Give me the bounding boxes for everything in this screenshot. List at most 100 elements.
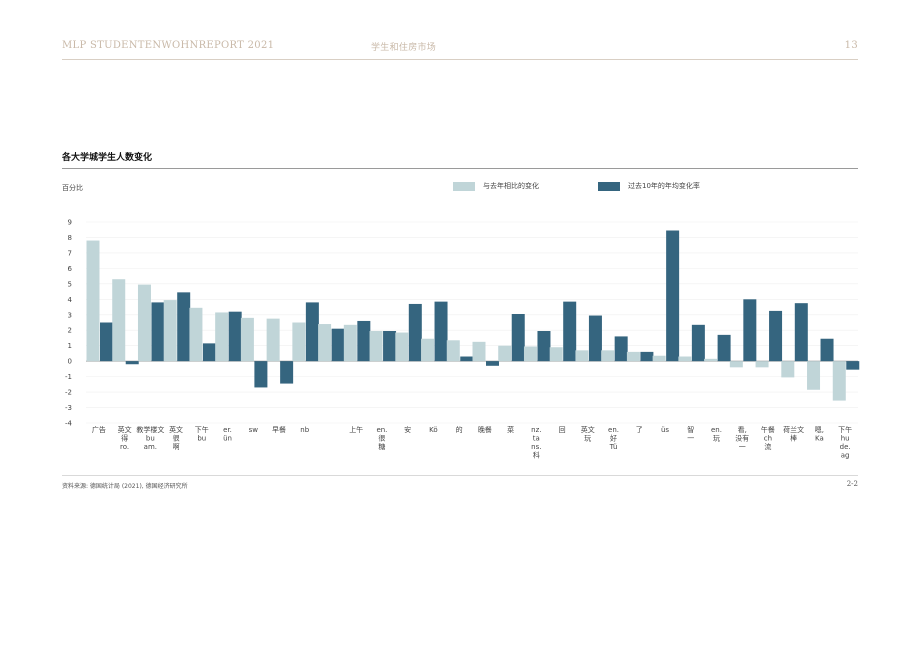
x-tick-label: üs <box>661 426 669 434</box>
x-tick-label: nb <box>300 426 309 434</box>
figure-number: 2-2 <box>846 480 858 488</box>
bar-avg <box>640 351 654 362</box>
y-tick-label: 8 <box>68 234 72 242</box>
x-tick-label: sw <box>249 426 259 434</box>
bar-avg <box>846 361 860 370</box>
y-tick-label: -2 <box>65 389 72 397</box>
bar-yoy <box>807 361 821 390</box>
bar-avg <box>228 311 242 362</box>
x-tick-label: en.好 Tü <box>608 426 619 451</box>
bar-avg <box>794 303 808 362</box>
bar-avg <box>743 299 757 362</box>
bar-yoy <box>549 347 563 362</box>
bar-avg <box>100 322 113 362</box>
x-tick-label: 教学楼文 bu am. <box>136 425 164 451</box>
header-divider <box>62 59 858 60</box>
bar-yoy <box>266 318 280 362</box>
bar-yoy <box>472 341 486 362</box>
bar-yoy <box>189 307 203 362</box>
bar-yoy <box>318 324 332 362</box>
x-tick-label: 看,没有一 <box>735 426 749 451</box>
report-title: MLP STUDENTENWOHNREPORT 2021 <box>62 40 275 51</box>
bar-yoy <box>652 355 666 362</box>
y-tick-label: 4 <box>68 296 73 304</box>
bar-avg <box>486 361 499 366</box>
bar-avg <box>588 315 602 362</box>
bar-yoy <box>704 358 718 362</box>
bar-yoy <box>832 361 846 401</box>
x-tick-label: 智一 <box>687 425 694 443</box>
legend-item-yoy: 与去年相比的变化 <box>453 181 539 191</box>
y-tick-label: 5 <box>68 280 72 288</box>
y-tick-label: 0 <box>68 358 72 366</box>
bar-yoy <box>678 356 692 362</box>
bar-avg <box>408 303 422 362</box>
bar-avg <box>254 361 268 388</box>
x-tick-label: 菜 <box>507 425 514 434</box>
x-tick-label: 英文玩 <box>581 425 595 443</box>
bar-yoy <box>86 240 100 362</box>
footer-divider <box>62 475 858 476</box>
bar-yoy <box>626 351 640 362</box>
bar-yoy <box>292 322 306 362</box>
x-tick-label: 嗯, Ka <box>815 426 824 443</box>
x-tick-label: 广告 <box>92 425 106 434</box>
bar-avg <box>563 301 577 362</box>
y-tick-label: -4 <box>65 420 73 428</box>
section-title: 学生和住房市场 <box>371 43 437 53</box>
y-tick-label: 6 <box>68 265 73 273</box>
legend-label-yoy: 与去年相比的变化 <box>483 182 539 190</box>
bar-yoy <box>369 331 383 362</box>
y-tick-label: 1 <box>68 342 72 350</box>
bar-avg <box>434 301 448 362</box>
bar-avg <box>820 338 834 362</box>
y-tick-label: 9 <box>68 219 72 227</box>
legend-label-avg: 过去10年的年均变化率 <box>628 182 700 190</box>
bar-yoy <box>215 312 229 362</box>
x-tick-label: en.玩 <box>711 426 722 443</box>
bar-avg <box>331 328 345 362</box>
chart-title: 各大学城学生人数变化 <box>62 153 153 163</box>
x-tick-label: 了 <box>636 426 643 434</box>
legend-swatch-yoy <box>453 181 475 191</box>
bar-yoy <box>395 332 409 362</box>
x-tick-label: 上午 <box>349 425 363 434</box>
y-tick-label: 2 <box>68 327 72 335</box>
legend-item-avg: 过去10年的年均变化率 <box>598 181 700 191</box>
x-tick-label: Kö <box>429 426 438 434</box>
bar-yoy <box>498 345 512 362</box>
y-tick-label: -1 <box>65 373 72 381</box>
x-tick-label: nz. ta ns.科 <box>531 426 541 460</box>
page-number: 13 <box>844 40 858 51</box>
bar-avg <box>202 343 216 362</box>
source-note: 资料来源: 德国统计局 (2021), 德国经济研究所 <box>62 483 188 490</box>
bar-avg <box>511 313 525 362</box>
bar-avg <box>177 292 191 362</box>
bar-avg <box>383 331 397 362</box>
x-tick-label: 下午 hu de. ag <box>838 425 852 460</box>
bar-avg <box>769 310 783 362</box>
bar-yoy <box>137 284 151 362</box>
y-tick-label: 7 <box>68 249 72 257</box>
bar-yoy <box>523 346 537 362</box>
bar-yoy <box>163 300 177 362</box>
x-tick-label: 英文得 ro. <box>118 425 132 451</box>
y-tick-label: -3 <box>65 404 72 412</box>
x-tick-label: 英文很啊 <box>169 425 183 451</box>
bar-avg <box>717 334 731 362</box>
bar-yoy <box>781 361 795 378</box>
bar-yoy <box>112 279 126 362</box>
bar-yoy <box>421 338 435 362</box>
bar-avg <box>280 361 294 384</box>
bar-yoy <box>446 340 460 362</box>
bar-avg <box>614 336 628 362</box>
x-tick-label: 晚餐 <box>478 425 492 434</box>
bar-avg <box>357 320 371 362</box>
x-tick-label: 下午 bu <box>195 425 209 443</box>
x-tick-label: 回 <box>559 426 566 434</box>
bar-yoy <box>575 350 589 362</box>
bar-avg <box>666 230 680 362</box>
bar-avg <box>125 361 139 365</box>
x-tick-label: 午餐 ch 流 <box>761 425 775 451</box>
